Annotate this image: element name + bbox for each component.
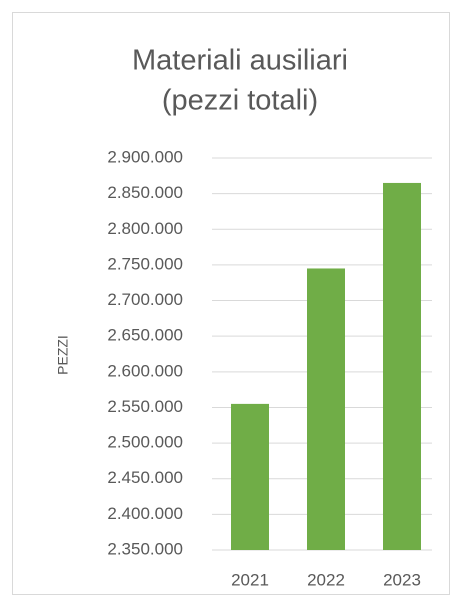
- y-tick-label: 2.550.000: [107, 397, 183, 416]
- bar: [383, 182, 421, 551]
- y-tick-label: 2.350.000: [107, 539, 183, 558]
- y-tick-label: 2.500.000: [107, 433, 183, 452]
- y-tick-label: 2.700.000: [107, 290, 183, 309]
- y-tick-label: 2.600.000: [107, 361, 183, 380]
- chart-title: (pezzi totali): [162, 85, 318, 117]
- bar: [231, 403, 269, 550]
- chart-title: Materiali ausiliari: [132, 45, 348, 77]
- y-axis-label: PEZZI: [55, 335, 71, 375]
- y-tick-label: 2.800.000: [107, 219, 183, 238]
- y-tick-label: 2.400.000: [107, 504, 183, 523]
- y-tick-label: 2.850.000: [107, 183, 183, 202]
- y-tick-label: 2.750.000: [107, 254, 183, 273]
- x-tick-label: 2021: [231, 570, 269, 589]
- y-tick-label: 2.450.000: [107, 468, 183, 487]
- bar: [307, 268, 345, 550]
- y-tick-label: 2.650.000: [107, 326, 183, 345]
- x-tick-label: 2022: [307, 570, 345, 589]
- y-tick-label: 2.900.000: [107, 147, 183, 166]
- x-tick-label: 2023: [383, 570, 421, 589]
